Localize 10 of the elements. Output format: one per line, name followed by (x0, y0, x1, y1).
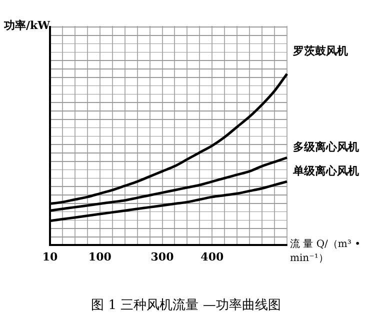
x-tick-label: 10 (42, 250, 58, 264)
y-axis-title: 功率/kW (4, 18, 50, 33)
x-tick-label: 100 (88, 250, 112, 264)
text: 图 1 三种风机流量 —功率曲线图 (90, 297, 282, 314)
x-tick-label: 300 (150, 250, 174, 264)
series-label: 罗茨鼓风机 (292, 44, 348, 58)
x-tick-label: 400 (200, 250, 224, 264)
series-label: 单级离心风机 (292, 164, 359, 178)
series-label: 多级离心风机 (293, 140, 359, 154)
x-axis-title: 流 量 Q/（m³ • min⁻¹） (290, 238, 362, 266)
